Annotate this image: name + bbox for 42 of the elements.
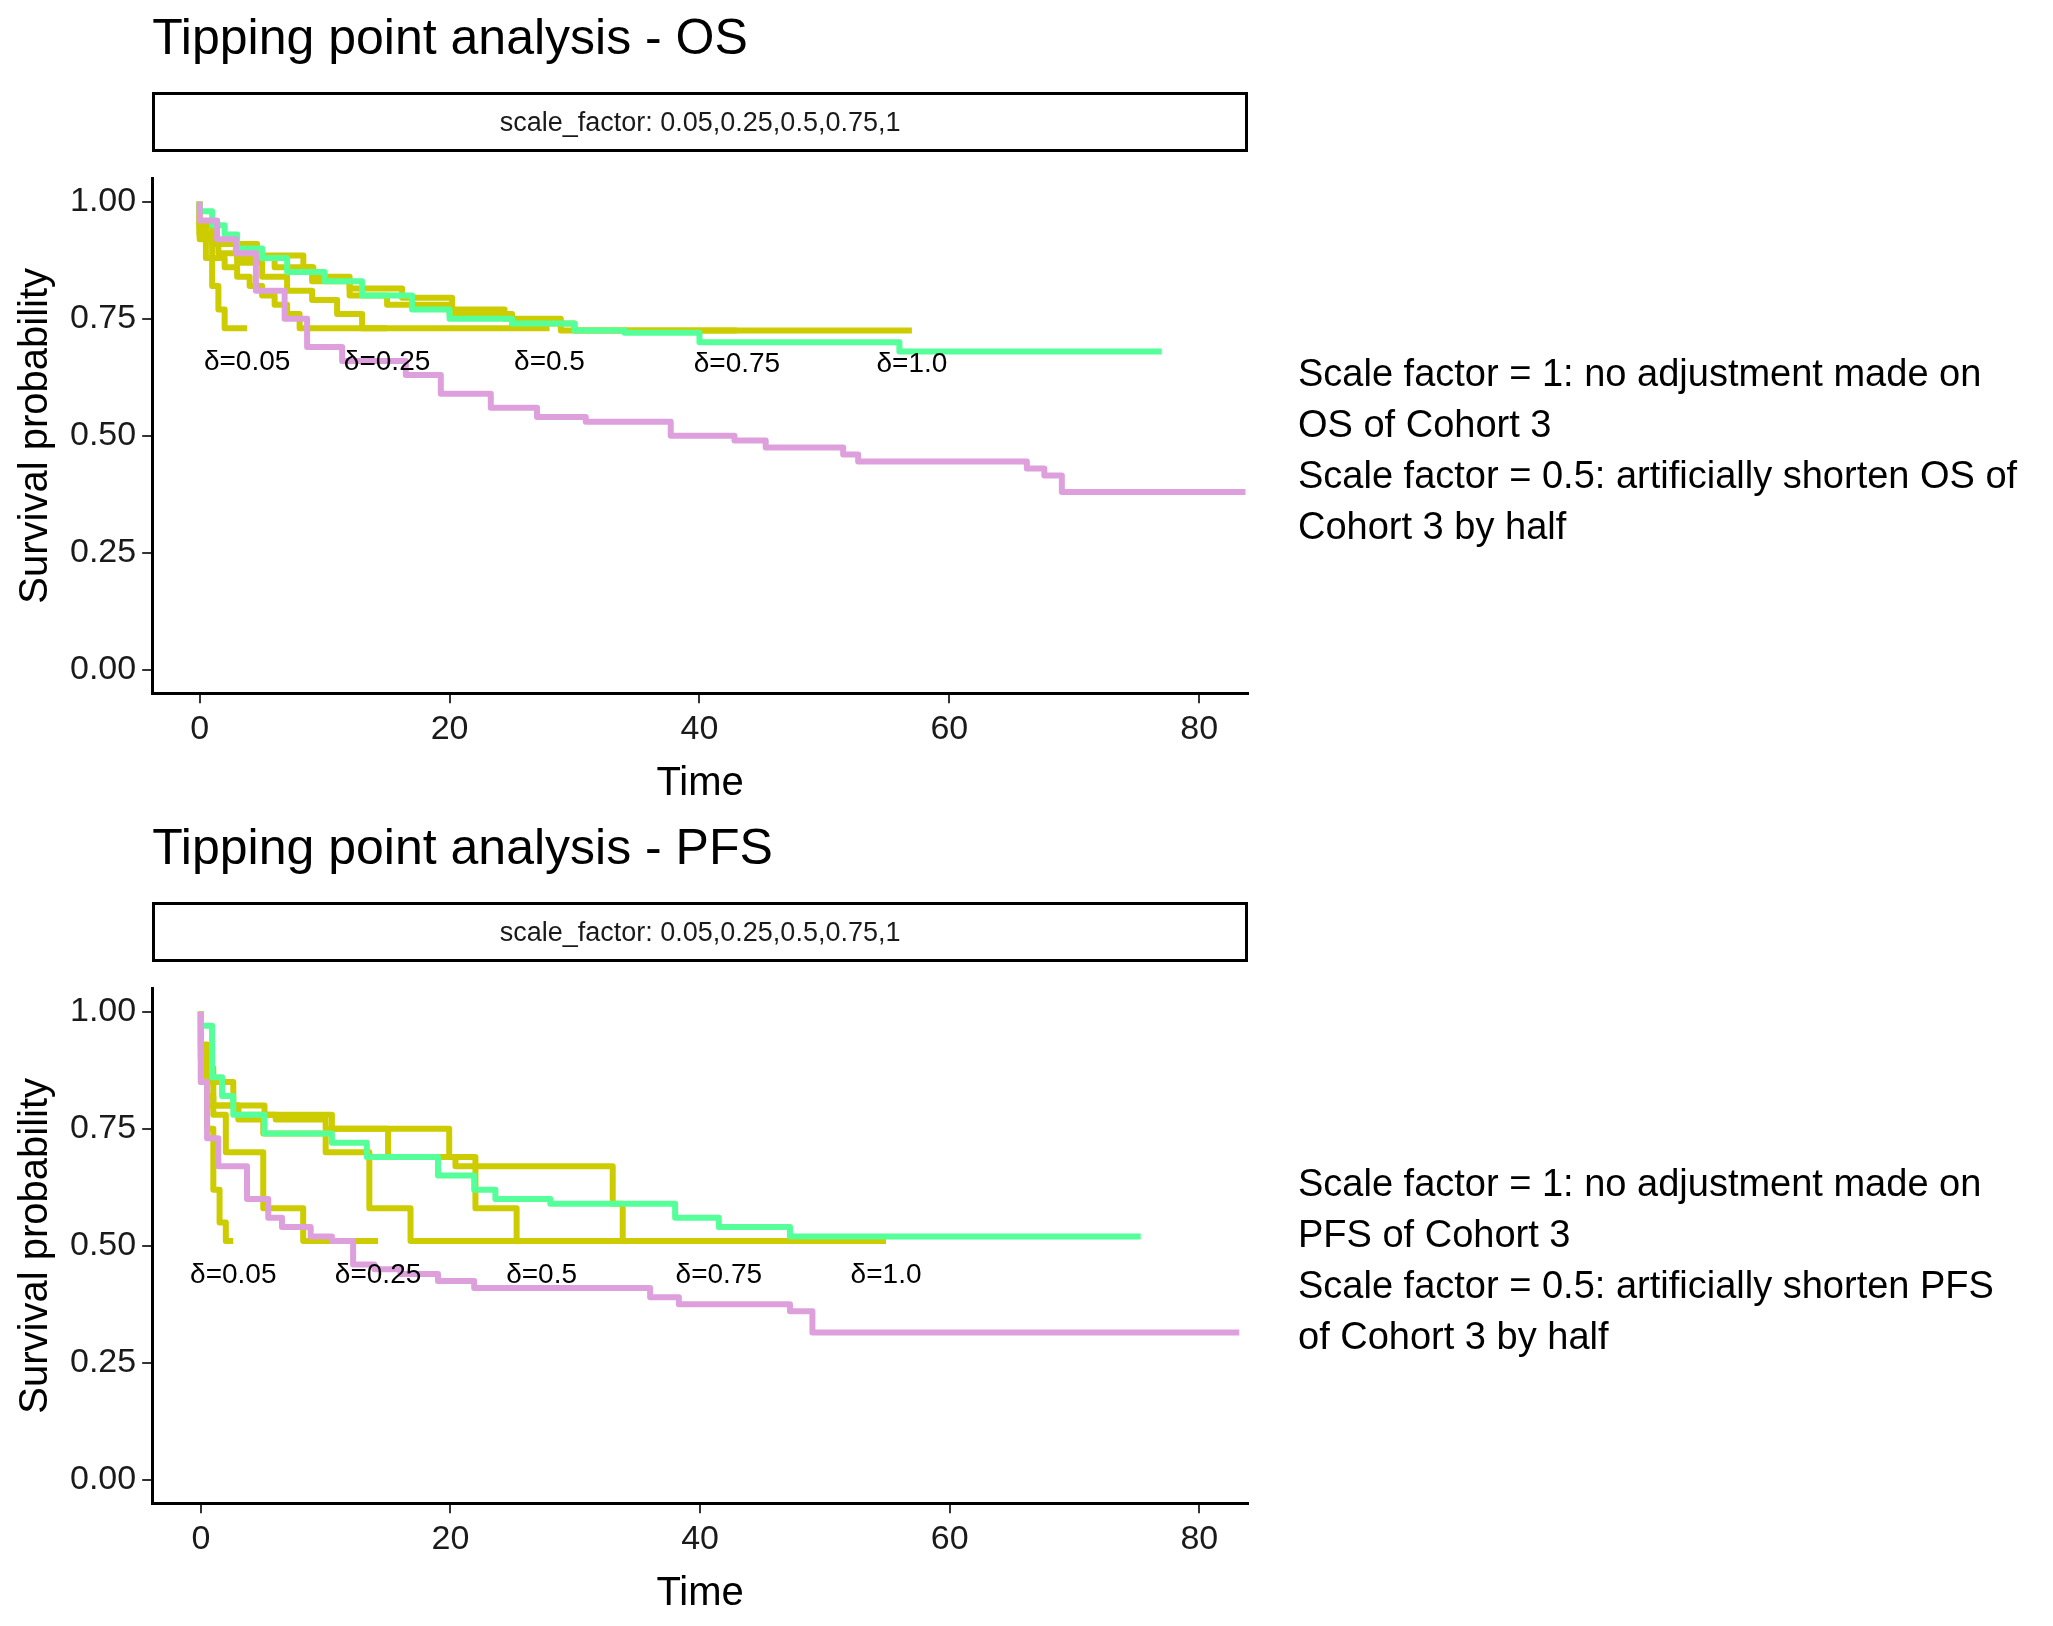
text: Scale factor = 1: no adjustment made on PFS of Cohort 3 [1298,1161,1983,1257]
y-axis-title: Survival probability [11,267,56,604]
y-tick-label: 0.00 [69,648,137,687]
y-axis-title: Survival probability [11,1077,56,1414]
chart-subtitle: scale_factor: 0.05,0.25,0.5,0.75,1 [152,902,1248,962]
x-tick-label: 60 [930,1517,969,1556]
x-tick-label: 80 [1180,707,1219,746]
x-axis-title: Time [656,759,744,804]
y-tick-label: 0.50 [69,414,137,453]
y-tick-label: 0.75 [69,297,137,336]
x-tick-label: 40 [680,707,719,746]
x-tick-label: 60 [930,707,969,746]
text: Scale factor = 0.5: artificially shorten PFS of Cohort 3 by half [1298,1263,1995,1359]
chart-title: Tipping point analysis - PFS [152,818,773,876]
chart-title: Tipping point analysis - OS [152,8,748,66]
y-tick-label: 1.00 [69,990,137,1029]
y-tick-label: 0.50 [69,1224,137,1263]
series-label: δ=0.05 [203,344,291,376]
series-label: δ=0.75 [693,347,781,379]
x-tick-label: 20 [430,707,469,746]
text: Scale factor = 1: no adjustment made on OS of Cohort 3 [1298,351,1983,447]
x-tick-label: 0 [191,1517,211,1556]
series-label: δ=1.0 [850,1257,922,1289]
x-tick-label: 0 [190,707,210,746]
y-tick-label: 1.00 [69,180,137,219]
series-label: δ=0.75 [675,1257,763,1289]
chart-subtitle: scale_factor: 0.05,0.25,0.5,0.75,1 [152,92,1248,152]
series-label: δ=0.05 [190,1257,277,1289]
series-label: δ=0.25 [334,1257,422,1289]
series-label: δ=0.5 [514,344,585,376]
series-label: δ=0.25 [343,344,431,376]
text: Scale factor = 0.5: artificially shorten OS of Cohort 3 by half [1298,453,2019,549]
series-label: δ=1.0 [876,347,948,379]
series-label: δ=0.5 [506,1257,578,1289]
x-tick-label: 20 [431,1517,470,1556]
x-axis-title: Time [656,1569,744,1614]
x-tick-label: 80 [1180,1517,1219,1556]
x-tick-label: 40 [681,1517,719,1556]
y-tick-label: 0.25 [69,1341,137,1380]
y-tick-label: 0.25 [69,531,137,570]
y-tick-label: 0.00 [69,1458,137,1497]
y-tick-label: 0.75 [69,1107,137,1146]
